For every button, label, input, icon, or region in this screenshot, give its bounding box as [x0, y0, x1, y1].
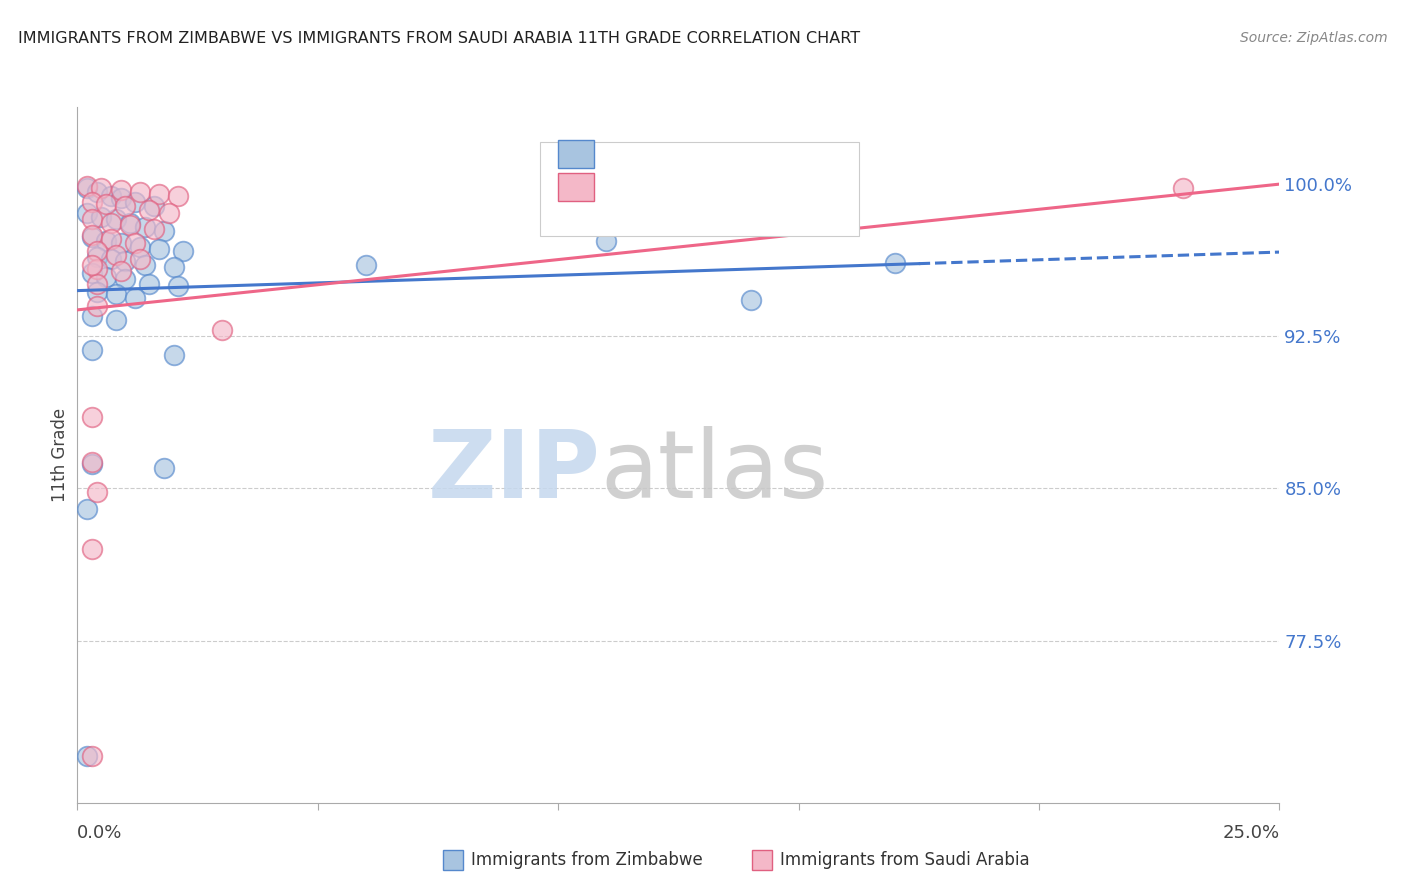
Point: [86, 485, 108, 500]
FancyBboxPatch shape: [558, 173, 595, 201]
Point: [80, 343, 103, 358]
Point: [76, 181, 98, 195]
Point: [883, 256, 905, 270]
Point: [110, 235, 132, 250]
Point: [96, 270, 118, 285]
Point: [90, 181, 112, 195]
Point: [80, 195, 103, 210]
Text: N =: N =: [756, 178, 797, 196]
Point: [354, 258, 377, 272]
Point: [80, 455, 103, 469]
Y-axis label: 11th Grade: 11th Grade: [51, 408, 69, 502]
Point: [740, 293, 762, 307]
Point: [138, 203, 160, 218]
Point: [120, 218, 142, 232]
Point: [110, 191, 132, 205]
Text: 43: 43: [814, 145, 839, 163]
Point: [157, 205, 180, 219]
Text: 0.215: 0.215: [672, 178, 730, 196]
Point: [80, 542, 103, 557]
Text: N =: N =: [756, 145, 797, 163]
Point: [134, 219, 156, 234]
Point: [110, 183, 132, 197]
Point: [143, 199, 166, 213]
Point: [172, 244, 194, 258]
Text: ZIP: ZIP: [427, 426, 600, 518]
Point: [80, 227, 103, 242]
Point: [100, 189, 122, 203]
Point: [128, 186, 150, 200]
Point: [120, 216, 142, 230]
FancyBboxPatch shape: [558, 140, 595, 169]
Point: [211, 323, 233, 337]
Point: [86, 244, 108, 258]
Point: [162, 260, 184, 275]
Point: [167, 189, 190, 203]
Point: [100, 232, 122, 246]
Point: [80, 309, 103, 323]
Point: [100, 216, 122, 230]
Text: 33: 33: [814, 178, 839, 196]
Point: [114, 272, 136, 286]
Point: [76, 501, 98, 516]
Point: [128, 252, 150, 267]
Point: [134, 258, 156, 272]
Point: [162, 347, 184, 361]
Point: [76, 205, 98, 219]
Point: [128, 240, 150, 254]
Text: Immigrants from Saudi Arabia: Immigrants from Saudi Arabia: [780, 851, 1031, 869]
Point: [80, 266, 103, 280]
Point: [86, 262, 108, 277]
Point: [86, 250, 108, 264]
Text: R =: R =: [612, 178, 651, 196]
Point: [76, 179, 98, 194]
Point: [138, 277, 160, 291]
Point: [86, 285, 108, 299]
Point: [80, 258, 103, 272]
Text: 0.115: 0.115: [672, 145, 730, 163]
Text: Source: ZipAtlas.com: Source: ZipAtlas.com: [1240, 31, 1388, 45]
Point: [153, 461, 176, 475]
Point: [124, 195, 146, 210]
Point: [148, 187, 170, 202]
Point: [114, 254, 136, 268]
Point: [167, 278, 190, 293]
Text: 0.0%: 0.0%: [77, 823, 122, 842]
Point: [96, 234, 118, 248]
Point: [80, 457, 103, 471]
Point: [143, 221, 166, 235]
Point: [124, 235, 146, 250]
Point: [104, 211, 127, 226]
Point: [80, 230, 103, 244]
Text: atlas: atlas: [600, 426, 828, 518]
Point: [595, 234, 617, 248]
Text: R =: R =: [612, 145, 651, 163]
Point: [86, 277, 108, 291]
Point: [80, 211, 103, 226]
Point: [104, 313, 127, 327]
Point: [80, 410, 103, 425]
Point: [86, 186, 108, 200]
Text: Immigrants from Zimbabwe: Immigrants from Zimbabwe: [471, 851, 703, 869]
Point: [148, 242, 170, 256]
Point: [86, 299, 108, 313]
Point: [1173, 181, 1195, 195]
Point: [153, 224, 176, 238]
Point: [90, 210, 112, 224]
Point: [124, 291, 146, 305]
Point: [104, 248, 127, 262]
Text: IMMIGRANTS FROM ZIMBABWE VS IMMIGRANTS FROM SAUDI ARABIA 11TH GRADE CORRELATION : IMMIGRANTS FROM ZIMBABWE VS IMMIGRANTS F…: [18, 31, 860, 46]
Point: [80, 749, 103, 764]
Point: [104, 286, 127, 301]
Point: [100, 252, 122, 267]
Point: [76, 749, 98, 764]
Point: [96, 197, 118, 211]
Text: 25.0%: 25.0%: [1222, 823, 1279, 842]
Point: [114, 199, 136, 213]
Point: [110, 264, 132, 278]
FancyBboxPatch shape: [540, 142, 859, 235]
